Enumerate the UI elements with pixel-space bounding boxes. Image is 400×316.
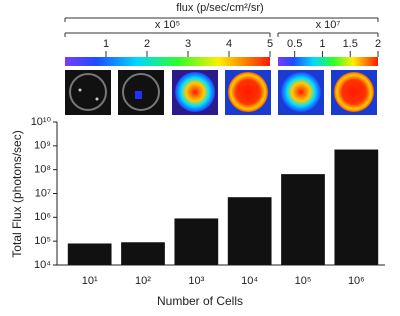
colorbar [65,57,270,66]
colorbar-tick-label: 4 [226,38,232,50]
bar [121,242,165,265]
y-tick-label: 10⁷ [35,187,51,199]
x-tick-label: 10⁵ [295,275,312,287]
well-images [65,70,377,115]
scale-multiplier: x 10⁷ [316,19,341,31]
bar [281,174,325,265]
colorbar-tick-label: 2 [144,38,150,50]
x-tick-label: 10⁶ [348,275,365,287]
colorbar-tick-label: 1.5 [343,38,358,50]
y-tick-label: 10⁶ [34,211,51,223]
y-tick-label: 10⁴ [34,259,51,271]
bar [334,149,379,265]
x-tick-label: 10² [135,275,151,287]
bar [227,197,272,265]
y-tick-label: 10⁸ [34,164,51,176]
bar [67,243,112,265]
y-axis-label: Total Flux (photons/sec) [10,130,24,257]
colorbar-tick-label: 1 [319,38,325,50]
colorbar-tick-label: 0.5 [287,38,302,50]
x-tick-label: 10³ [188,275,204,287]
colorbar-tick-label: 1 [103,38,109,50]
colorbar [278,57,378,66]
scale-multiplier: x 10⁵ [155,19,180,31]
scale-title: flux (p/sec/cm²/sr) [176,2,263,14]
colorbar-tick-label: 2 [375,38,381,50]
x-tick-label: 10¹ [82,275,98,287]
y-tick-label: 10⁵ [34,235,51,247]
bar [174,218,219,265]
colorbar-tick-label: 5 [267,38,273,50]
colorbar-tick-label: 3 [185,38,191,50]
y-tick-label: 10¹⁰ [31,116,52,128]
y-tick-label: 10⁹ [34,140,51,152]
x-axis-label: Number of Cells [157,294,243,308]
x-tick-label: 10⁴ [241,275,258,287]
